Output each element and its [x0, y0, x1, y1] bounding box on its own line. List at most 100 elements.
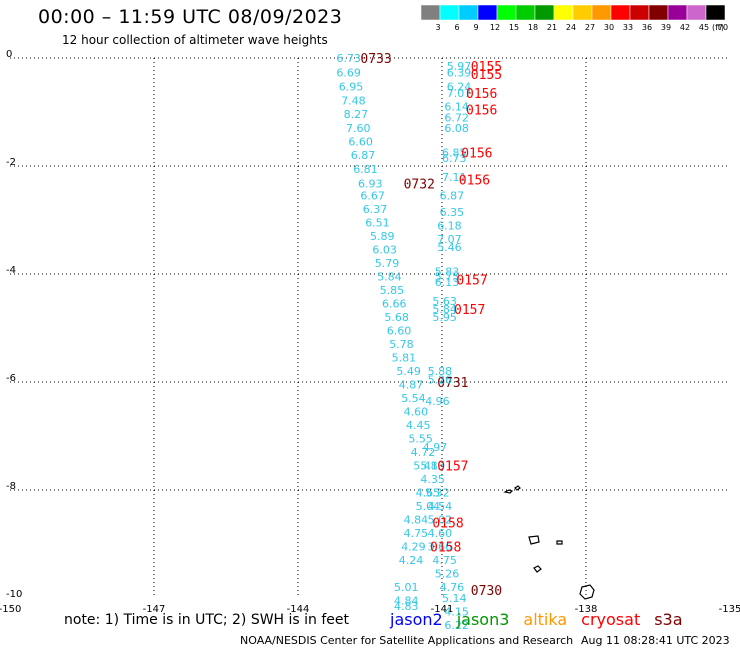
colorbar-swatch [420, 4, 441, 21]
time-label: 0733 [360, 52, 391, 67]
colorbar-swatch [705, 4, 726, 21]
time-label: 0156 [466, 103, 497, 118]
colorbar-tick: 6 [454, 23, 459, 32]
wave-height-label: 4.84 [394, 595, 419, 608]
wave-height-label: 8.27 [344, 108, 369, 121]
wave-height-label: 4.76 [440, 581, 465, 594]
wave-height-label: 7.48 [341, 95, 366, 108]
colorbar-tick: 27 [585, 23, 595, 32]
colorbar-swatch [648, 4, 669, 21]
island-outline [528, 535, 540, 545]
wave-height-label: 6.73 [336, 52, 361, 65]
island-outline [533, 565, 542, 573]
x-tick-label: -147 [143, 604, 166, 615]
time-label: 0156 [466, 87, 497, 102]
page-title: 00:00 – 11:59 UTC 08/09/2023 [38, 6, 343, 28]
wave-height-label: 6.60 [348, 136, 373, 149]
wave-height-label: 6.87 [351, 149, 376, 162]
wave-height-label: 5.13 [420, 460, 445, 473]
wave-height-label: 4.45 [406, 419, 431, 432]
wave-height-label: 6.87 [440, 190, 465, 203]
satellite-altika: altika [523, 610, 568, 629]
colorbar-swatch [496, 4, 517, 21]
wave-height-label: 6.35 [440, 206, 465, 219]
wave-height-label: 5.85 [380, 284, 405, 297]
time-label: 0731 [437, 376, 468, 391]
wave-height-label: 4.35 [420, 473, 445, 486]
wave-height-label: 5.02 [428, 514, 453, 527]
wave-height-label: 5.95 [432, 311, 457, 324]
y-tick-label: -10 [6, 589, 22, 600]
y-tick-label: -8 [6, 481, 16, 492]
wave-height-label: 5.63 [432, 295, 457, 308]
x-tick-label: -144 [287, 604, 310, 615]
wave-height-label: 4.87 [399, 379, 424, 392]
wave-height-label: 7.11 [442, 171, 467, 184]
x-tick-label: -150 [0, 604, 21, 615]
wave-height-label: 6.67 [360, 190, 385, 203]
wave-height-label: 4.72 [411, 446, 436, 459]
colorbar-swatch [439, 4, 460, 21]
wave-height-label: 5.88 [428, 365, 453, 378]
wave-height-label: 6.37 [363, 203, 388, 216]
time-label: 0158 [430, 541, 461, 556]
wave-height-label: 7.07 [437, 233, 462, 246]
wave-height-label: 5.78 [389, 338, 414, 351]
wave-height-label: 4.60 [404, 406, 429, 419]
colorbar-tick: 9 [473, 23, 478, 32]
wave-height-label: 4.97 [423, 441, 448, 454]
wave-height-label: 5.68 [384, 311, 409, 324]
satellite-jason3: jason3 [456, 610, 510, 629]
colorbar-swatch [515, 4, 536, 21]
wave-height-label: 5.01 [394, 581, 419, 594]
wave-height-label: 6.03 [372, 244, 397, 257]
time-label: 0158 [432, 516, 463, 531]
time-label: 0155 [471, 60, 502, 75]
wave-height-label: 4.24 [399, 554, 424, 567]
footer-note: note: 1) Time is in UTC; 2) SWH is in fe… [64, 612, 350, 628]
colorbar-tick: 42 [680, 23, 690, 32]
satellite-s3a: s3a [654, 610, 683, 629]
wave-height-label: 6.81 [353, 163, 378, 176]
wave-height-label: 5.26 [435, 568, 460, 581]
wave-height-label: 4.96 [425, 395, 450, 408]
time-label: 0156 [459, 174, 490, 189]
wave-height-label: 6.72 [444, 111, 469, 124]
colorbar-swatch [572, 4, 593, 21]
wave-height-label: 6.08 [444, 122, 469, 135]
wave-height-label: 6.95 [339, 81, 364, 94]
wave-height-label: 6.51 [365, 217, 390, 230]
colorbar-tick: 15 [509, 23, 519, 32]
colorbar-swatch [610, 4, 631, 21]
colorbar-unit: (ft) [712, 23, 724, 32]
time-label: 0157 [454, 303, 485, 318]
wave-height-label: 5.81 [392, 352, 417, 365]
wave-height-label: 4.60 [428, 527, 453, 540]
colorbar-tick: 39 [661, 23, 671, 32]
satellite-cryosat: cryosat [581, 610, 641, 629]
wave-height-label: 4.29 [401, 541, 426, 554]
wave-height-label: 4.54 [428, 500, 453, 513]
y-tick-label: -4 [6, 265, 16, 276]
time-label: 0155 [471, 68, 502, 83]
wave-height-label: 6.13 [435, 276, 460, 289]
x-tick-label: -141 [431, 604, 454, 615]
colorbar-tick: 18 [528, 23, 538, 32]
wave-height-label: 5.89 [370, 230, 395, 243]
wave-height-label: 3.66 [428, 541, 453, 554]
y-tick-label: -6 [6, 373, 16, 384]
island-outline [579, 584, 595, 600]
wave-height-label: 4.83 [394, 600, 419, 613]
colorbar-tick: 70 [718, 23, 728, 32]
colorbar-tick: 45 [699, 23, 709, 32]
time-label: 0157 [437, 460, 468, 475]
colorbar-tick: 33 [623, 23, 633, 32]
wave-height-label: 6.73 [442, 152, 467, 165]
wave-height-label: 6.85 [442, 147, 467, 160]
y-tick-label: 0 [6, 49, 12, 60]
time-label: 0730 [471, 584, 502, 599]
colorbar-swatch [477, 4, 498, 21]
wave-height-label: 6.22 [444, 619, 469, 632]
colorbar-tick: 3 [435, 23, 440, 32]
colorbar-swatch [591, 4, 612, 21]
